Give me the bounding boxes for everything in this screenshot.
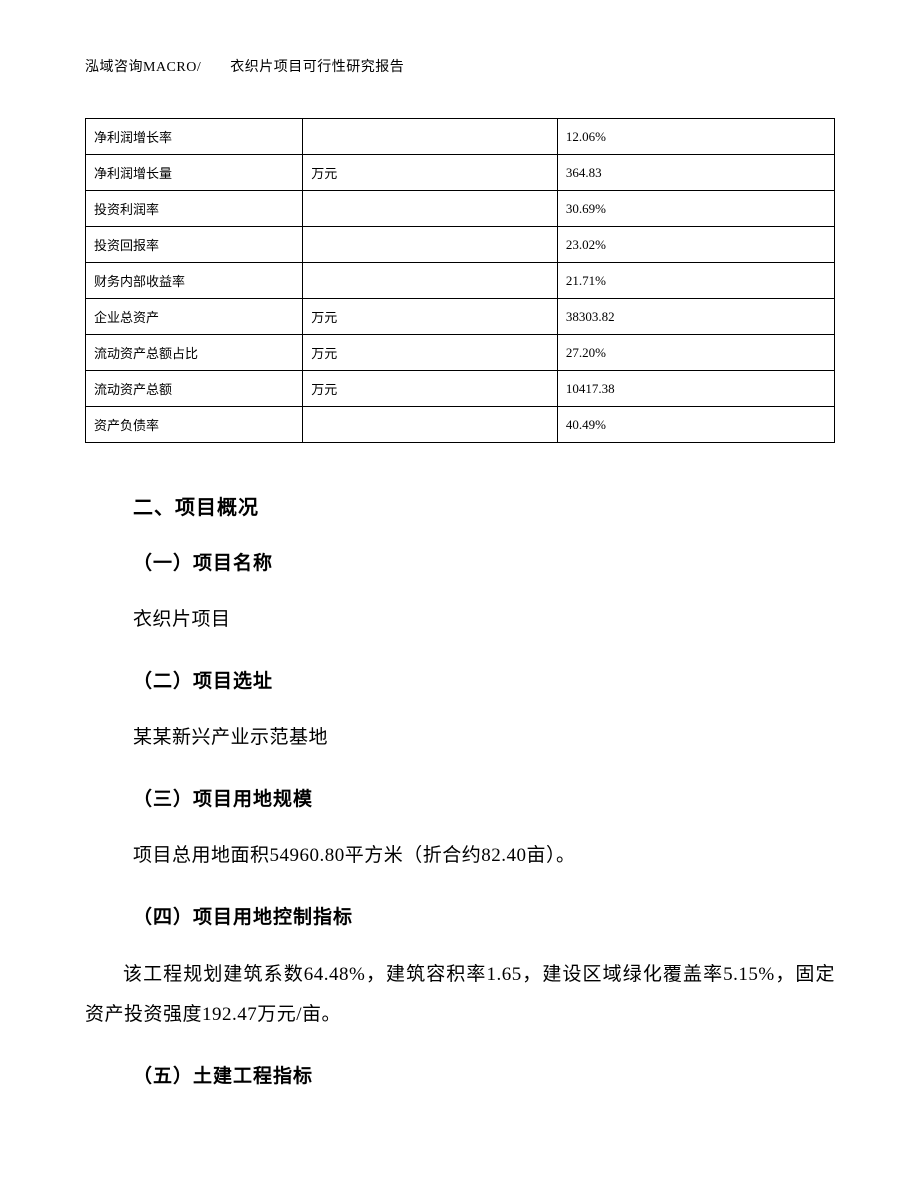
cell-label: 净利润增长量: [86, 155, 303, 191]
cell-label: 投资回报率: [86, 227, 303, 263]
table-row: 净利润增长量 万元 364.83: [86, 155, 835, 191]
subsection-title-3: （三）项目用地规模: [133, 784, 835, 811]
cell-value: 27.20%: [557, 335, 834, 371]
cell-unit: [303, 191, 558, 227]
table-row: 财务内部收益率 21.71%: [86, 263, 835, 299]
cell-label: 企业总资产: [86, 299, 303, 335]
cell-value: 30.69%: [557, 191, 834, 227]
body-text: 该工程规划建筑系数64.48%，建筑容积率1.65，建设区域绿化覆盖率5.15%…: [85, 955, 835, 1035]
cell-value: 23.02%: [557, 227, 834, 263]
cell-value: 364.83: [557, 155, 834, 191]
cell-label: 流动资产总额: [86, 371, 303, 407]
subsection-title-5: （五）土建工程指标: [133, 1061, 835, 1088]
cell-label: 资产负债率: [86, 407, 303, 443]
table-row: 投资回报率 23.02%: [86, 227, 835, 263]
body-text: 衣织片项目: [133, 601, 835, 640]
table-row: 流动资产总额 万元 10417.38: [86, 371, 835, 407]
subsection-title-4: （四）项目用地控制指标: [133, 902, 835, 929]
table-row: 投资利润率 30.69%: [86, 191, 835, 227]
cell-unit: 万元: [303, 335, 558, 371]
table-row: 流动资产总额占比 万元 27.20%: [86, 335, 835, 371]
cell-value: 38303.82: [557, 299, 834, 335]
cell-value: 10417.38: [557, 371, 834, 407]
cell-unit: 万元: [303, 299, 558, 335]
table-body: 净利润增长率 12.06% 净利润增长量 万元 364.83 投资利润率 30.…: [86, 119, 835, 443]
cell-unit: [303, 407, 558, 443]
section-title-main: 二、项目概况: [133, 491, 835, 520]
document-content: 二、项目概况 （一）项目名称 衣织片项目 （二）项目选址 某某新兴产业示范基地 …: [85, 491, 835, 1088]
cell-label: 投资利润率: [86, 191, 303, 227]
cell-unit: 万元: [303, 155, 558, 191]
body-text: 某某新兴产业示范基地: [133, 719, 835, 758]
financial-indicators-table: 净利润增长率 12.06% 净利润增长量 万元 364.83 投资利润率 30.…: [85, 118, 835, 443]
cell-unit: [303, 263, 558, 299]
subsection-title-1: （一）项目名称: [133, 548, 835, 575]
table-row: 净利润增长率 12.06%: [86, 119, 835, 155]
subsection-title-2: （二）项目选址: [133, 666, 835, 693]
cell-value: 40.49%: [557, 407, 834, 443]
cell-label: 财务内部收益率: [86, 263, 303, 299]
cell-unit: [303, 119, 558, 155]
cell-value: 21.71%: [557, 263, 834, 299]
body-text: 项目总用地面积54960.80平方米（折合约82.40亩）。: [133, 837, 835, 876]
cell-label: 净利润增长率: [86, 119, 303, 155]
page-header: 泓域咨询MACRO/ 衣织片项目可行性研究报告: [85, 56, 835, 76]
cell-value: 12.06%: [557, 119, 834, 155]
cell-label: 流动资产总额占比: [86, 335, 303, 371]
cell-unit: 万元: [303, 371, 558, 407]
document-page: 泓域咨询MACRO/ 衣织片项目可行性研究报告 净利润增长率 12.06% 净利…: [0, 0, 920, 1174]
cell-unit: [303, 227, 558, 263]
table-row: 资产负债率 40.49%: [86, 407, 835, 443]
table-row: 企业总资产 万元 38303.82: [86, 299, 835, 335]
